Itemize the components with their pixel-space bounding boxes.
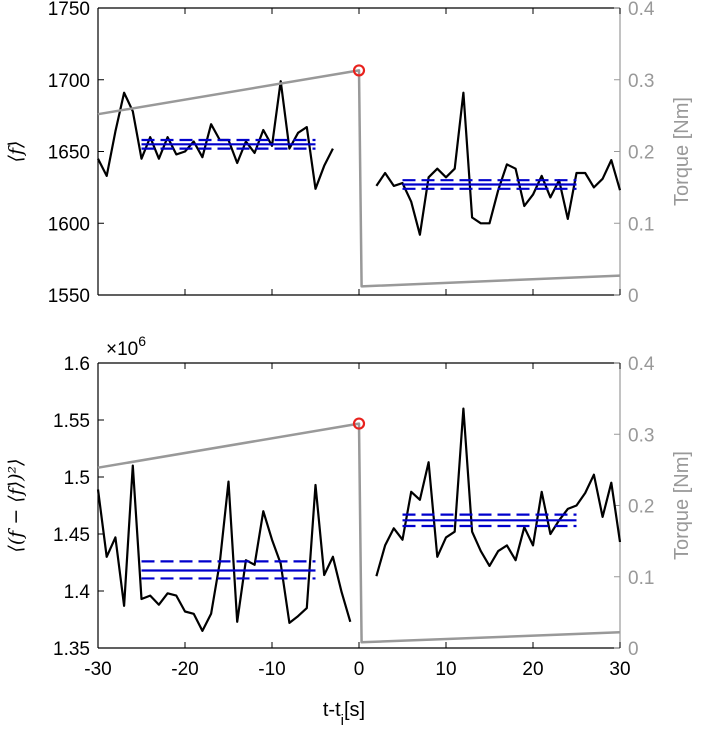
exponent-label: ×106 bbox=[106, 333, 146, 360]
y-tick-label: 1.4 bbox=[64, 582, 91, 603]
y-right-tick-label: 0.1 bbox=[628, 214, 654, 235]
exponent-base: ×10 bbox=[106, 339, 138, 360]
y-right-tick-label: 0 bbox=[628, 639, 639, 660]
y-right-tick-label: 0.3 bbox=[628, 71, 654, 92]
y-right-tick-label: 0.1 bbox=[628, 568, 654, 589]
x-axis-label-unit: [s] bbox=[344, 699, 365, 721]
x-tick-label: -30 bbox=[84, 659, 111, 680]
y-tick-label: 1.5 bbox=[64, 468, 90, 489]
y-right-tick-label: 0.4 bbox=[628, 354, 655, 375]
top-panel: 1550 1600 1650 1700 1750 0 0.1 0.2 0.3 0.4 ⟨f⟩ Torq… bbox=[5, 0, 693, 307]
exponent-power: 6 bbox=[138, 333, 146, 349]
bottom-panel: 1.35 1.4 1.45 1.5 1.55 1.6 0 0.1 0.2 0.3 0.4 -30 -20… bbox=[5, 333, 693, 680]
y-right-axis-label: Torque [Nm] bbox=[671, 451, 693, 560]
data-series bbox=[375, 91, 622, 236]
y-tick-label: 1700 bbox=[48, 71, 90, 92]
y-tick-label: 1550 bbox=[48, 286, 90, 307]
data-series bbox=[96, 464, 352, 632]
data-series bbox=[97, 80, 334, 190]
y-right-tick-label: 0 bbox=[628, 286, 639, 307]
x-tick-label: 30 bbox=[609, 659, 630, 680]
x-tick-label: 20 bbox=[522, 659, 543, 680]
torque-series bbox=[97, 69, 621, 288]
torque-series bbox=[97, 422, 621, 644]
y-tick-label: 1.6 bbox=[64, 354, 90, 375]
y-tick-label: 1750 bbox=[48, 0, 90, 20]
y-tick-label: 1.35 bbox=[53, 639, 90, 660]
y-tick-label: 1.45 bbox=[53, 525, 90, 546]
y-tick-label: 1.55 bbox=[53, 411, 90, 432]
y-axis-label: ⟨f⟩ bbox=[5, 141, 27, 163]
y-right-axis-label: Torque [Nm] bbox=[671, 97, 693, 206]
x-axis-label: t-ti[s] bbox=[323, 699, 365, 729]
y-right-tick-label: 0.4 bbox=[628, 0, 655, 20]
y-right-tick-label: 0.3 bbox=[628, 425, 654, 446]
x-axis-label-main: t-t bbox=[323, 699, 341, 721]
event-marker bbox=[352, 417, 366, 430]
x-tick-label: 10 bbox=[435, 659, 456, 680]
y-right-tick-label: 0.2 bbox=[628, 497, 654, 518]
event-marker bbox=[352, 64, 366, 77]
data-series bbox=[375, 407, 622, 577]
y-right-tick-label: 0.2 bbox=[628, 143, 654, 164]
svg-text:t-ti[s]: t-ti[s] bbox=[323, 699, 365, 729]
x-tick-label: -20 bbox=[171, 659, 198, 680]
y-tick-label: 1600 bbox=[48, 214, 90, 235]
y-tick-label: 1650 bbox=[48, 143, 90, 164]
x-tick-label: -10 bbox=[258, 659, 285, 680]
y-axis-label: ⟨(f − ⟨f⟩)²⟩ bbox=[5, 458, 27, 552]
x-tick-label: 0 bbox=[354, 659, 365, 680]
x-axis-label-subscript: i bbox=[341, 712, 344, 729]
